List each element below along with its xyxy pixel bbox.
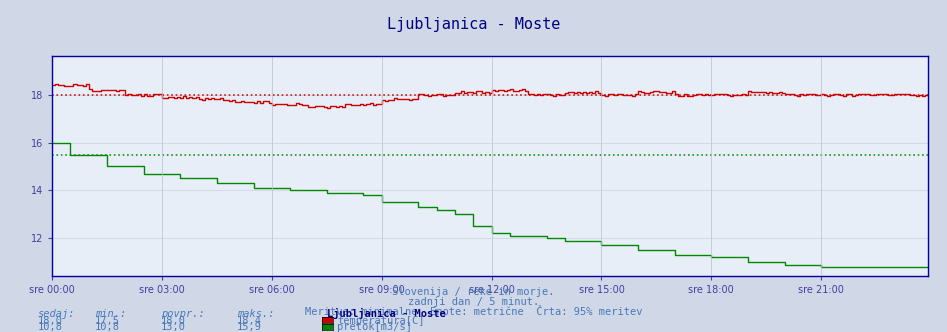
Text: 17,5: 17,5	[95, 316, 119, 326]
Text: 10,8: 10,8	[95, 322, 119, 332]
Text: pretok[m3/s]: pretok[m3/s]	[337, 322, 412, 332]
Text: Ljubljanica - Moste: Ljubljanica - Moste	[327, 308, 445, 319]
Text: Slovenija / reke in morje.: Slovenija / reke in morje.	[392, 287, 555, 297]
Text: 15,9: 15,9	[237, 322, 261, 332]
Text: Ljubljanica - Moste: Ljubljanica - Moste	[386, 17, 561, 32]
Text: 10,8: 10,8	[38, 322, 63, 332]
Text: zadnji dan / 5 minut.: zadnji dan / 5 minut.	[408, 297, 539, 307]
Text: min.:: min.:	[95, 309, 126, 319]
Text: 18,0: 18,0	[38, 316, 63, 326]
Text: maks.:: maks.:	[237, 309, 275, 319]
Text: Meritve: minimalne  Enote: metrične  Črta: 95% meritev: Meritve: minimalne Enote: metrične Črta:…	[305, 307, 642, 317]
Text: temperatura[C]: temperatura[C]	[337, 316, 424, 326]
Text: povpr.:: povpr.:	[161, 309, 205, 319]
Text: 18,0: 18,0	[161, 316, 186, 326]
Text: 18,4: 18,4	[237, 316, 261, 326]
Text: sedaj:: sedaj:	[38, 309, 76, 319]
Text: 13,0: 13,0	[161, 322, 186, 332]
